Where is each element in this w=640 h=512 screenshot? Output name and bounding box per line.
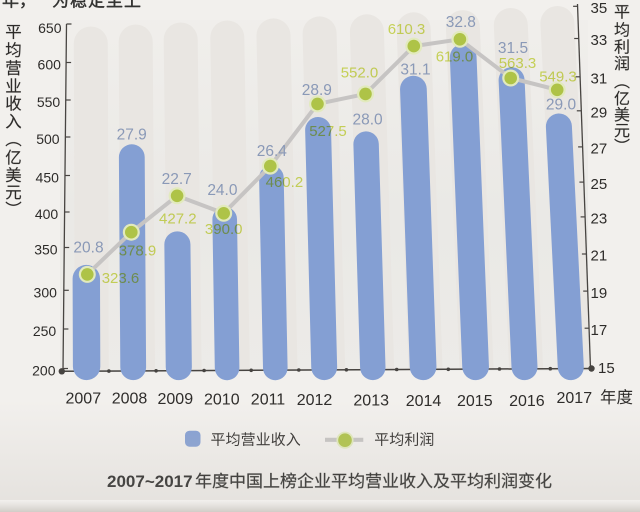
svg-text:33: 33 bbox=[591, 32, 608, 49]
svg-text:25: 25 bbox=[591, 176, 608, 193]
svg-text:27.9: 27.9 bbox=[117, 126, 147, 143]
svg-text:17: 17 bbox=[591, 322, 608, 339]
svg-text:31: 31 bbox=[591, 71, 608, 88]
svg-text:250: 250 bbox=[33, 323, 57, 339]
svg-text:27: 27 bbox=[591, 141, 608, 158]
svg-text:350: 350 bbox=[34, 242, 58, 258]
svg-text:427.2: 427.2 bbox=[159, 211, 197, 228]
svg-text:31.5: 31.5 bbox=[498, 40, 528, 57]
svg-text:15: 15 bbox=[598, 360, 615, 377]
svg-text:549.3: 549.3 bbox=[539, 69, 577, 86]
svg-text:32.8: 32.8 bbox=[446, 14, 476, 31]
svg-text:552.0: 552.0 bbox=[341, 64, 379, 81]
svg-text:24.0: 24.0 bbox=[207, 182, 238, 199]
svg-text:28.9: 28.9 bbox=[302, 82, 332, 99]
svg-text:610.3: 610.3 bbox=[388, 21, 426, 38]
svg-text:650: 650 bbox=[38, 20, 62, 36]
svg-text:26.4: 26.4 bbox=[257, 143, 288, 160]
svg-text:23: 23 bbox=[591, 211, 608, 228]
svg-text:550: 550 bbox=[37, 94, 61, 110]
svg-text:619.0: 619.0 bbox=[436, 49, 474, 66]
svg-text:450: 450 bbox=[36, 170, 60, 186]
svg-text:31.1: 31.1 bbox=[400, 61, 430, 78]
svg-text:390.0: 390.0 bbox=[205, 221, 243, 238]
svg-text:527.5: 527.5 bbox=[309, 123, 347, 140]
svg-text:29: 29 bbox=[591, 105, 608, 122]
svg-text:22.7: 22.7 bbox=[162, 171, 192, 188]
svg-text:563.3: 563.3 bbox=[499, 55, 537, 72]
svg-text:200: 200 bbox=[32, 363, 56, 379]
svg-text:600: 600 bbox=[38, 57, 62, 73]
svg-text:323.6: 323.6 bbox=[102, 270, 140, 287]
svg-text:19: 19 bbox=[591, 285, 608, 302]
svg-text:400: 400 bbox=[35, 206, 59, 222]
svg-text:35: 35 bbox=[591, 0, 608, 17]
svg-text:300: 300 bbox=[34, 284, 58, 300]
svg-text:28.0: 28.0 bbox=[353, 111, 384, 128]
svg-text:378.9: 378.9 bbox=[119, 243, 157, 260]
svg-text:460.2: 460.2 bbox=[266, 174, 304, 191]
svg-text:20.8: 20.8 bbox=[73, 239, 103, 256]
svg-text:29.0: 29.0 bbox=[546, 96, 577, 113]
svg-text:500: 500 bbox=[36, 131, 60, 147]
svg-text:21: 21 bbox=[591, 248, 608, 265]
